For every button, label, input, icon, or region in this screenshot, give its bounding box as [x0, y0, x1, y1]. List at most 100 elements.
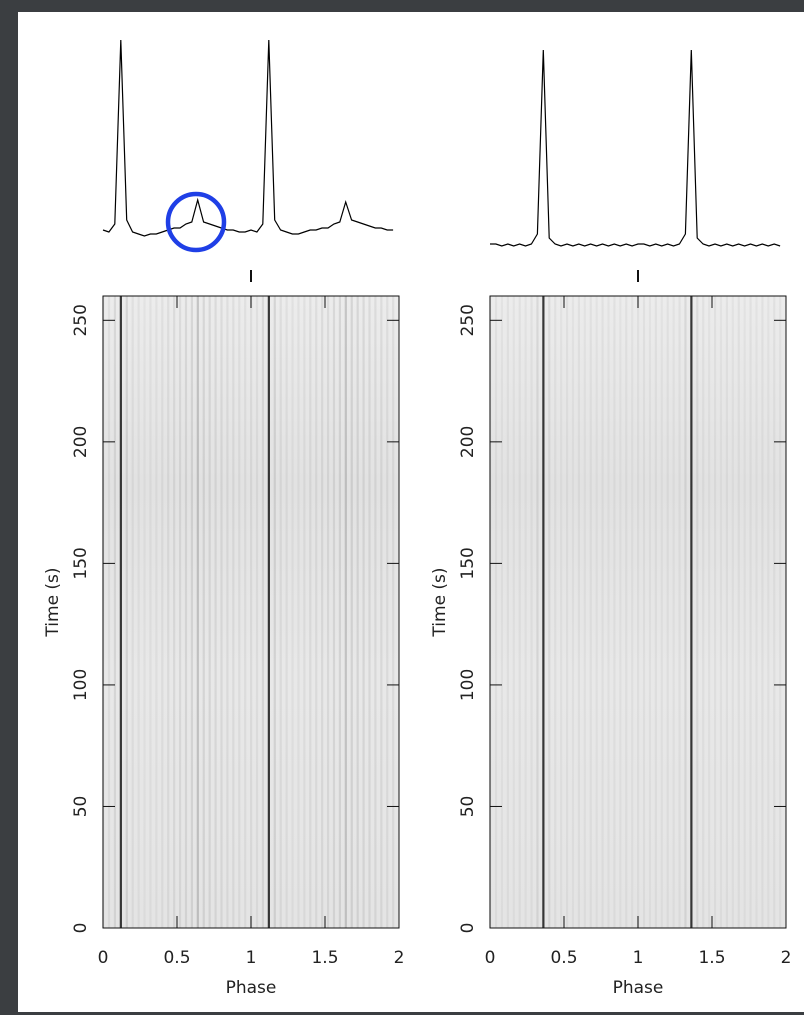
phase-stripe [666, 296, 669, 928]
phase-stripe [167, 296, 170, 928]
phase-stripe [368, 296, 371, 928]
phase-stripe [238, 296, 241, 928]
phase-stripe [690, 296, 693, 928]
phase-stripe [673, 296, 675, 928]
y-tick-label: 150 [71, 547, 91, 579]
phase-stripe [642, 296, 646, 928]
phase-stripe [190, 296, 193, 928]
phase-stripe [536, 296, 539, 928]
phase-stripe [713, 296, 717, 928]
phase-stripe [326, 296, 330, 928]
y-tick-label: 250 [458, 304, 478, 336]
phase-stripe [149, 296, 152, 928]
phase-stripe [338, 296, 341, 928]
phase-stripe [131, 296, 134, 928]
phase-stripe [572, 296, 574, 928]
phase-stripe [250, 296, 253, 928]
image-background [103, 296, 399, 928]
phase-stripe [386, 296, 389, 928]
x-tick-label: 2 [781, 948, 792, 968]
phase-stripe [613, 296, 616, 928]
y-tick-label: 50 [458, 796, 478, 818]
phase-stripe [344, 296, 347, 928]
phase-stripe [649, 296, 651, 928]
phase-stripe [542, 296, 545, 928]
y-tick-label: 0 [71, 923, 91, 934]
phase-stripe [596, 296, 598, 928]
phase-stripe [737, 296, 740, 928]
phase-stripe [654, 296, 657, 928]
image-background [490, 296, 786, 928]
x-tick-label: 0.5 [163, 948, 190, 968]
x-tick-label: 0 [485, 948, 496, 968]
phase-stripe [202, 296, 205, 928]
x-tick-label: 1 [633, 948, 644, 968]
phase-stripe [315, 296, 318, 928]
phase-stripe [214, 296, 217, 928]
phase-stripe [708, 296, 710, 928]
phase-stripe [684, 296, 687, 928]
phase-stripe [767, 296, 769, 928]
x-tick-label: 0.5 [550, 948, 577, 968]
phase-stripe [107, 296, 111, 928]
phase-stripe [637, 296, 640, 928]
phase-stripe [161, 296, 164, 928]
phase-stripe [525, 296, 527, 928]
x-tick-label: 1.5 [311, 948, 338, 968]
phase-stripe [554, 296, 557, 928]
phase-stripe [291, 296, 294, 928]
phase-stripe [184, 296, 188, 928]
phase-stripe [173, 296, 176, 928]
phase-stripe [725, 296, 728, 928]
phase-stripe [744, 296, 746, 928]
phase-stripe [356, 296, 359, 928]
phase-stripe [255, 296, 259, 928]
phase-stripe [518, 296, 521, 928]
phase-stripe [309, 296, 312, 928]
y-tick-label: 100 [458, 669, 478, 701]
phase-stripe [226, 296, 229, 928]
phase-stripe [261, 296, 265, 928]
y-tick-label: 200 [71, 426, 91, 458]
phase-stripe [362, 296, 365, 928]
phase-stripe [696, 296, 699, 928]
phase-stripe [113, 296, 117, 928]
x-tick-label: 1.5 [698, 948, 725, 968]
phase-stripe [267, 296, 270, 928]
phase-stripe [232, 296, 235, 928]
phase-stripe [565, 296, 569, 928]
y-tick-label: 200 [458, 426, 478, 458]
phase-stripe [392, 296, 395, 928]
phase-stripe [661, 296, 663, 928]
phase-stripe [374, 296, 377, 928]
phase-stripe [494, 296, 498, 928]
phase-stripe [513, 296, 515, 928]
phase-stripe [125, 296, 128, 928]
phase-stripe [631, 296, 633, 928]
phase-stripe [755, 296, 757, 928]
x-tick-label: 1 [246, 948, 257, 968]
phase-stripe [244, 296, 247, 928]
phase-stripe [273, 296, 276, 928]
y-axis-label: Time (s) [43, 567, 63, 637]
x-tick-label: 2 [394, 948, 405, 968]
phase-stripe [297, 296, 300, 928]
phase-stripe [285, 296, 288, 928]
highlight-circle [165, 191, 227, 253]
x-axis-label: Phase [226, 978, 277, 998]
phase-stripe [506, 296, 509, 928]
x-tick-label: 0 [98, 948, 109, 968]
phase-stripe [137, 296, 140, 928]
phase-stripe [143, 296, 145, 928]
phase-stripe [749, 296, 752, 928]
pulse-profile [102, 39, 394, 237]
x-axis-label: Phase [613, 978, 664, 998]
phase-stripe [601, 296, 604, 928]
y-tick-label: 100 [71, 669, 91, 701]
y-tick-label: 50 [71, 796, 91, 818]
phase-stripe [773, 296, 776, 928]
phase-stripe [208, 296, 211, 928]
phase-stripe [380, 296, 383, 928]
